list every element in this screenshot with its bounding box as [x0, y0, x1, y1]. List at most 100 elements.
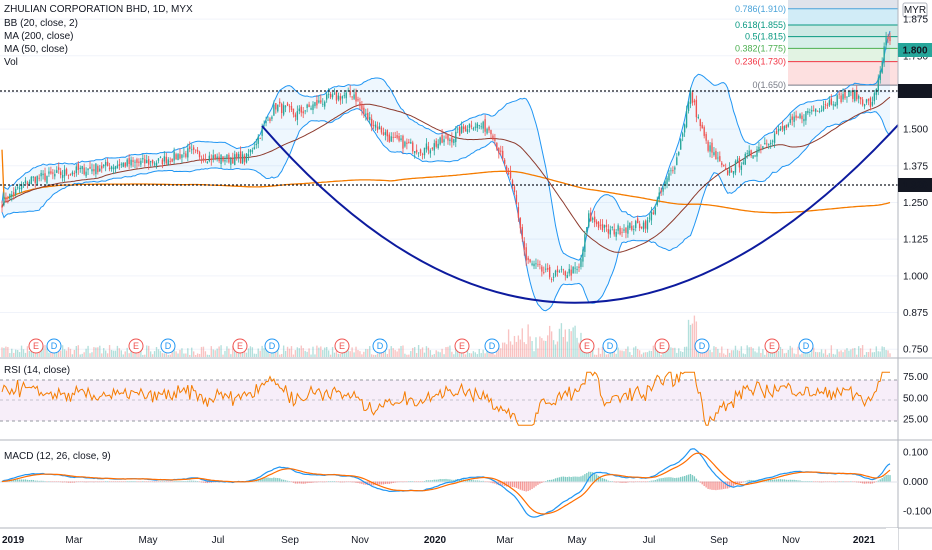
volume-bar	[693, 315, 696, 357]
candle	[570, 265, 572, 281]
candle	[789, 113, 791, 125]
candle	[367, 108, 369, 121]
dividend-marker[interactable]: D	[372, 338, 388, 354]
candle	[439, 136, 441, 146]
macd-histogram-bar	[811, 481, 813, 482]
macd-histogram-bar	[859, 481, 862, 483]
candle	[584, 230, 586, 258]
candle	[396, 130, 398, 140]
earnings-marker[interactable]: E	[764, 338, 780, 354]
macd-histogram-bar	[881, 478, 883, 482]
volume-bar	[294, 350, 297, 357]
candle	[766, 139, 768, 148]
macd-histogram-bar	[816, 481, 819, 483]
macd-histogram-bar	[447, 479, 449, 482]
volume-bar	[750, 346, 752, 357]
candle	[208, 151, 211, 163]
volume-bar	[104, 350, 107, 357]
candle	[760, 144, 762, 154]
macd-histogram-bar	[576, 476, 578, 482]
candle	[603, 224, 606, 233]
macd-histogram-bar	[785, 479, 788, 482]
candle	[758, 141, 760, 153]
macd-histogram-bar	[717, 481, 719, 490]
candle	[110, 165, 113, 172]
dividend-marker[interactable]: D	[694, 338, 710, 354]
candle	[793, 111, 795, 128]
candle	[672, 166, 674, 174]
volume-bar	[797, 346, 799, 357]
macd-histogram-bar	[38, 480, 40, 482]
volume-bar	[108, 345, 111, 357]
macd-histogram-bar	[11, 479, 13, 482]
candle	[425, 138, 428, 153]
candle	[292, 108, 295, 118]
volume-bar	[353, 352, 355, 357]
volume-bar	[705, 351, 707, 357]
macd-histogram-bar	[132, 481, 134, 482]
macd-histogram-bar	[570, 477, 572, 482]
volume-bar	[7, 347, 9, 357]
candle	[116, 160, 119, 169]
fibonacci-retracement[interactable]: 0.786(1.910) 0.618(1.855) 0.5(1.815)0.382(…	[735, 0, 898, 90]
volume-bar	[206, 354, 209, 357]
price-pane[interactable]	[0, 0, 898, 358]
earnings-marker[interactable]: E	[334, 338, 350, 354]
macd-histogram-bar	[807, 481, 809, 482]
candle	[811, 105, 813, 115]
earnings-marker[interactable]: E	[28, 338, 44, 354]
candle	[697, 114, 700, 120]
earnings-marker[interactable]: E	[232, 338, 248, 354]
rsi-title: RSI (14, close)	[4, 365, 70, 376]
dividend-marker[interactable]: D	[602, 338, 618, 354]
macd-histogram-bar	[429, 480, 432, 482]
macd-histogram-bar	[314, 481, 316, 483]
macd-histogram-bar	[623, 481, 625, 483]
dividend-marker[interactable]: D	[484, 338, 500, 354]
volume-bar	[400, 345, 402, 357]
time-axis[interactable]: 2019 Mar May Jul Sep Nov 2020 Mar May Jul Sep Nov 20…	[2, 528, 898, 550]
resistance-price-tag	[898, 84, 932, 98]
candle	[629, 222, 631, 230]
candle	[750, 149, 752, 158]
volume-bar	[619, 350, 621, 357]
candle	[875, 88, 877, 100]
dividend-marker[interactable]: D	[798, 338, 814, 354]
macd-pane[interactable]: MACD (12, 26, close, 9)	[0, 448, 898, 518]
volume-bar	[351, 347, 353, 357]
volume-bar	[562, 337, 565, 357]
earnings-marker[interactable]: E	[654, 338, 670, 354]
macd-histogram-bar	[801, 481, 803, 482]
volume-bar	[245, 352, 248, 357]
earnings-marker[interactable]: E	[128, 338, 144, 354]
volume-bar	[691, 323, 694, 357]
macd-histogram-bar	[431, 480, 433, 482]
price-axis[interactable]: MYR 1.8751.7501.6251.5001.3751.2501.1251…	[898, 2, 932, 518]
dividend-marker[interactable]: D	[46, 338, 62, 354]
dividend-marker[interactable]: D	[160, 338, 176, 354]
volume-bar	[552, 340, 555, 357]
candle	[138, 158, 140, 167]
dividend-marker[interactable]: D	[264, 338, 280, 354]
candle	[654, 204, 656, 216]
earnings-marker[interactable]: E	[454, 338, 470, 354]
fib-level-label: 0.5(1.815)	[745, 32, 786, 42]
rsi-tick-label: 25.00	[903, 415, 928, 426]
macd-histogram-bar	[316, 481, 318, 483]
price-tick-label: 1.875	[903, 15, 928, 26]
candle	[388, 132, 390, 143]
cup-curve[interactable]	[261, 124, 899, 304]
earnings-marker[interactable]: E	[579, 338, 595, 354]
macd-histogram-bar	[208, 481, 211, 483]
candle	[799, 112, 801, 120]
rsi-pane[interactable]: RSI (14, close)	[0, 365, 898, 426]
macd-histogram-bar	[640, 481, 643, 483]
candle	[527, 255, 529, 264]
macd-histogram-bar	[394, 481, 396, 483]
volume-bar	[533, 351, 535, 357]
macd-histogram-bar	[259, 479, 261, 482]
candle	[3, 192, 5, 207]
macd-histogram-bar	[320, 481, 322, 483]
volume-bar	[633, 347, 635, 357]
